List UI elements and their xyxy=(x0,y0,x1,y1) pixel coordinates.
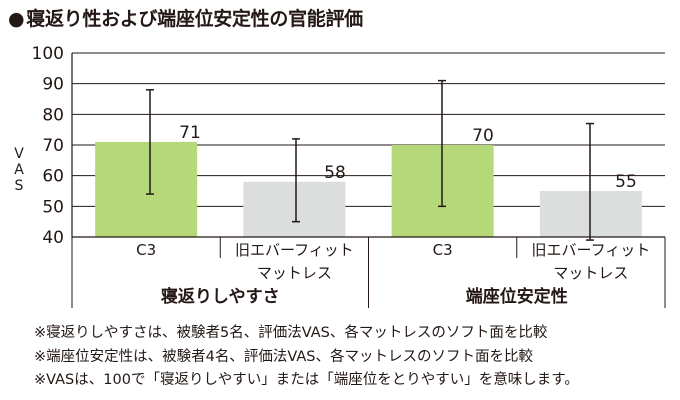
y-tick-label: 70 xyxy=(42,136,64,156)
data-label: 58 xyxy=(324,163,346,183)
x-tick-label: 旧エバーフィット xyxy=(531,241,650,259)
y-axis-label-char: A xyxy=(14,162,24,178)
x-tick-label: マットレス xyxy=(257,264,332,282)
bar xyxy=(95,141,198,237)
y-tick-label: 40 xyxy=(42,228,64,248)
footnote-3: ※VASは、100で「寝返りしやすい」または「端座位をとりやすい」を意味します。 xyxy=(34,372,579,388)
data-label: 55 xyxy=(615,172,637,192)
y-axis-label-char: V xyxy=(14,146,24,162)
y-tick-label: 100 xyxy=(32,44,64,64)
x-tick-label: C3 xyxy=(136,241,156,259)
data-label: 70 xyxy=(472,126,494,146)
x-tick-label: マットレス xyxy=(553,264,628,282)
x-tick-label: C3 xyxy=(433,241,453,259)
y-tick-label: 80 xyxy=(42,105,64,125)
chart-title: ● 寝返り性および端座位安定性の官能評価 xyxy=(8,4,363,31)
title-bullet: ● xyxy=(8,8,25,30)
x-tick-label: 旧エバーフィット xyxy=(235,241,354,259)
group-label: 端座位安定性 xyxy=(466,286,568,307)
data-label: 71 xyxy=(179,123,201,143)
chart-title-text: 寝返り性および端座位安定性の官能評価 xyxy=(26,8,363,30)
bar xyxy=(539,191,642,237)
footnotes: ※寝返りしやすさは、被験者5名、評価法VAS、各マットレスのソフト面を比較 ※端… xyxy=(34,322,579,393)
y-tick-label: 50 xyxy=(42,197,64,217)
group-label: 寝返りしやすさ xyxy=(161,286,280,307)
y-tick-label: 90 xyxy=(42,75,64,95)
y-tick-label: 60 xyxy=(42,167,64,187)
bar xyxy=(243,181,346,237)
footnote-1: ※寝返りしやすさは、被験者5名、評価法VAS、各マットレスのソフト面を比較 xyxy=(34,325,548,341)
footnote-2: ※端座位安定性は、被験者4名、評価法VAS、各マットレスのソフト面を比較 xyxy=(34,348,533,365)
y-axis-label-char: S xyxy=(14,178,24,194)
